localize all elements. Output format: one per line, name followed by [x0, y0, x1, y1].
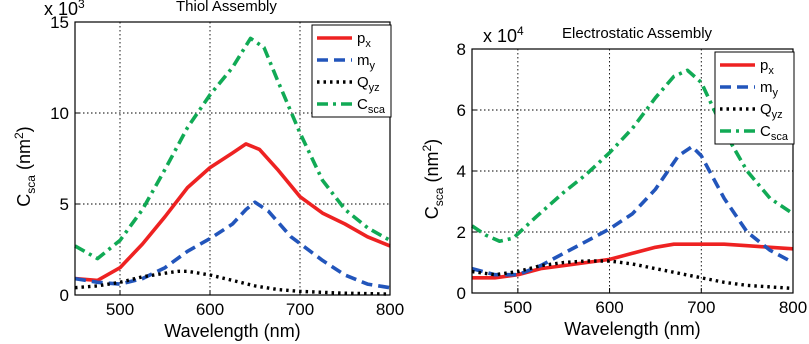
y-tick-label: 0 [60, 286, 69, 305]
x-tick-label: 500 [504, 298, 532, 317]
x-axis-label: Wavelength (nm) [164, 321, 300, 341]
x-tick-label: 600 [595, 298, 623, 317]
y-tick-label: 6 [457, 101, 466, 120]
x-axis-label: Wavelength (nm) [564, 319, 700, 339]
y-tick-label: 10 [50, 104, 69, 123]
chart-title: Thiol Assembly [176, 0, 277, 15]
axes-box [74, 21, 391, 296]
series-line-qyz [74, 269, 391, 296]
legend-label-qyz: Qyz [760, 101, 783, 121]
legend-label-px: px [357, 30, 371, 50]
x-tick-label: 700 [286, 300, 314, 319]
x-tick-label: 700 [687, 298, 715, 317]
chart-panel-2: 500 600 700 800 0 2 4 6 8 x 104 Electrostatic Asse… [420, 24, 807, 339]
y-tick-label: 4 [457, 162, 466, 181]
series-line-px [74, 142, 391, 283]
x-tick-label: 800 [779, 298, 807, 317]
legend-label-csca: Csca [357, 96, 386, 116]
y-tick-label: 5 [60, 195, 69, 214]
y-tick-label: 8 [457, 40, 466, 59]
legend-box [311, 24, 392, 118]
chart-panel-1: 500 600 700 800 0 5 10 15x 103 Thiol Assembly Wav… [12, 0, 404, 341]
x-tick-label: 800 [376, 300, 404, 319]
y-tick-label: 15 [50, 13, 69, 32]
x-tick-label: 600 [196, 300, 224, 319]
legend-label-my: my [357, 52, 376, 72]
series-line-csca [471, 68, 794, 243]
y-tick-label: 0 [457, 284, 466, 303]
y-tick-label: 2 [457, 223, 466, 242]
y-axis-label: Csca (nm2) [420, 139, 446, 219]
x-tick-label: 500 [106, 300, 134, 319]
chart-title: Electrostatic Assembly [562, 25, 713, 42]
series-line-csca [74, 36, 391, 261]
legend-label-my: my [760, 79, 779, 99]
legend-label-px: px [760, 57, 774, 77]
y-axis-label: Csca (nm2) [12, 126, 38, 206]
legend-label-qyz: Qyz [357, 74, 380, 94]
legend-label-csca: Csca [760, 123, 789, 143]
series-line-my [74, 200, 391, 290]
y-multiplier: x 103 [44, 0, 85, 19]
series-line-qyz [471, 259, 794, 291]
legend-box [714, 51, 795, 145]
series-line-my [471, 144, 794, 277]
y-multiplier: x 104 [483, 24, 524, 46]
